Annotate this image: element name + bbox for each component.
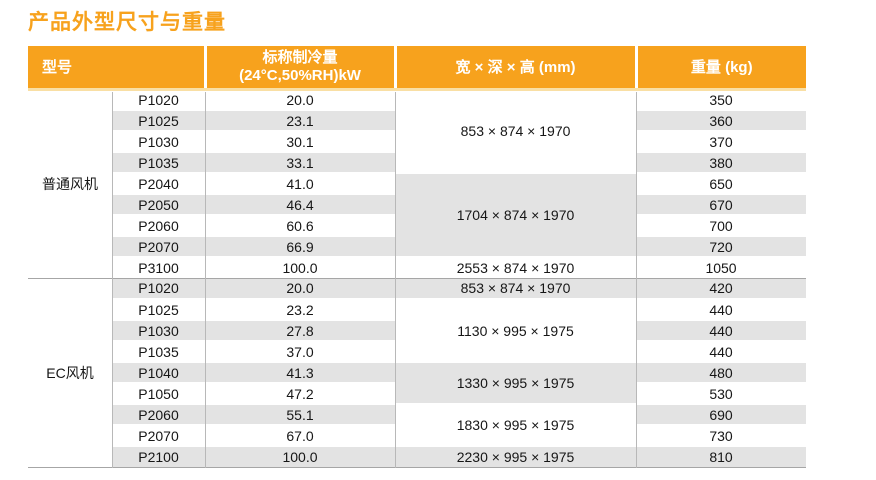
weight-cell: 730 — [636, 425, 807, 447]
weight-cell: 440 — [636, 320, 807, 342]
table-row: P2050 46.4 670 — [28, 194, 807, 216]
column-divider — [205, 92, 206, 468]
capacity-cell: 30.1 — [205, 131, 396, 153]
capacity-cell: 23.2 — [205, 299, 396, 321]
model-cell: P2050 — [112, 194, 206, 216]
model-cell: P2040 — [112, 173, 206, 195]
model-cell: P1030 — [112, 131, 206, 153]
capacity-cell: 41.3 — [205, 362, 396, 384]
column-header-weight: 重量 (kg) — [634, 46, 807, 91]
column-divider — [395, 92, 396, 468]
dims-cell: 1704 × 874 × 1970 — [395, 173, 637, 258]
capacity-cell: 23.1 — [205, 110, 396, 132]
column-header-dimensions: 宽 × 深 × 高 (mm) — [393, 46, 637, 91]
weight-cell: 380 — [636, 152, 807, 174]
model-cell: P1020 — [112, 278, 206, 300]
weight-cell: 720 — [636, 236, 807, 258]
table-row: P1030 30.1 370 — [28, 131, 807, 153]
dims-cell: 2230 × 995 × 1975 — [395, 446, 637, 468]
dims-cell: 853 × 874 × 1970 — [395, 278, 637, 300]
table-row: P1040 41.3 1330 × 995 × 1975 480 — [28, 362, 807, 405]
weight-cell: 530 — [636, 383, 807, 405]
capacity-cell: 67.0 — [205, 425, 396, 447]
table-row: P2040 41.0 1704 × 874 × 1970 650 — [28, 173, 807, 258]
weight-cell: 650 — [636, 173, 807, 195]
weight-cell: 810 — [636, 446, 807, 468]
model-cell: P1035 — [112, 152, 206, 174]
weight-cell: 370 — [636, 131, 807, 153]
capacity-cell: 66.9 — [205, 236, 396, 258]
dims-cell: 853 × 874 × 1970 — [395, 89, 637, 174]
model-cell: P1035 — [112, 341, 206, 363]
group-cell: EC风机 — [28, 278, 112, 468]
weight-cell: 690 — [636, 404, 807, 426]
table-row: P1035 33.1 380 — [28, 152, 807, 174]
weight-cell: 360 — [636, 110, 807, 132]
spec-table: 型号 标称制冷量 (24°C,50%RH)kW 宽 × 深 × 高 (mm) 重… — [28, 46, 807, 468]
column-divider — [112, 92, 113, 468]
model-cell: P1040 — [112, 362, 206, 384]
table-row: EC风机 P1020 20.0 853 × 874 × 1970 420 — [28, 278, 807, 468]
weight-cell: 440 — [636, 341, 807, 363]
capacity-header-line2: (24°C,50%RH)kW — [239, 66, 361, 84]
dims-cell: 1830 × 995 × 1975 — [395, 404, 637, 447]
table-row: P2070 66.9 720 — [28, 236, 807, 258]
table-row: P1025 23.2 1130 × 995 × 1975 440 — [28, 299, 807, 363]
table-row: P2070 67.0 730 — [28, 425, 807, 447]
capacity-cell: 47.2 — [205, 383, 396, 405]
model-cell: P1020 — [112, 89, 206, 111]
weight-cell: 480 — [636, 362, 807, 384]
table-row: P2100 100.0 2230 × 995 × 1975 810 — [28, 446, 807, 468]
weight-cell: 420 — [636, 278, 807, 300]
model-cell: P2100 — [112, 446, 206, 468]
model-cell: P1025 — [112, 110, 206, 132]
dims-cell: 2553 × 874 × 1970 — [395, 257, 637, 279]
table-row: P2060 60.6 700 — [28, 215, 807, 237]
capacity-cell: 27.8 — [205, 320, 396, 342]
table-row: P3100 100.0 2553 × 874 × 1970 1050 — [28, 257, 807, 279]
weight-cell: 1050 — [636, 257, 807, 279]
table-row: 普通风机 P1020 20.0 853 × 874 × 1970 350 — [28, 89, 807, 279]
model-cell: P2060 — [112, 404, 206, 426]
model-cell: P2060 — [112, 215, 206, 237]
page-title: 产品外型尺寸与重量 — [28, 11, 226, 34]
capacity-cell: 46.4 — [205, 194, 396, 216]
model-cell: P1030 — [112, 320, 206, 342]
model-cell: P2070 — [112, 425, 206, 447]
column-divider — [636, 92, 637, 468]
dims-cell: 1130 × 995 × 1975 — [395, 299, 637, 363]
weight-cell: 350 — [636, 89, 807, 111]
capacity-cell: 20.0 — [205, 278, 396, 300]
model-cell: P1050 — [112, 383, 206, 405]
capacity-cell: 60.6 — [205, 215, 396, 237]
table-row: P1050 47.2 530 — [28, 383, 807, 405]
weight-cell: 670 — [636, 194, 807, 216]
model-cell: P1025 — [112, 299, 206, 321]
column-header-model: 型号 — [28, 46, 206, 91]
header-row: 型号 标称制冷量 (24°C,50%RH)kW 宽 × 深 × 高 (mm) 重… — [28, 46, 807, 91]
capacity-cell: 100.0 — [205, 257, 396, 279]
table-row: P2060 55.1 1830 × 995 × 1975 690 — [28, 404, 807, 447]
table-row: P1035 37.0 440 — [28, 341, 807, 363]
capacity-header-line1: 标称制冷量 — [262, 48, 338, 66]
weight-cell: 700 — [636, 215, 807, 237]
table-row: P1030 27.8 440 — [28, 320, 807, 342]
model-cell: P3100 — [112, 257, 206, 279]
spec-table-wrapper: 型号 标称制冷量 (24°C,50%RH)kW 宽 × 深 × 高 (mm) 重… — [28, 46, 807, 468]
model-cell: P2070 — [112, 236, 206, 258]
capacity-cell: 100.0 — [205, 446, 396, 468]
capacity-cell: 41.0 — [205, 173, 396, 195]
table-row: P1025 23.1 360 — [28, 110, 807, 132]
dims-cell: 1330 × 995 × 1975 — [395, 362, 637, 405]
capacity-cell: 55.1 — [205, 404, 396, 426]
group-cell: 普通风机 — [28, 89, 112, 279]
weight-cell: 440 — [636, 299, 807, 321]
capacity-cell: 33.1 — [205, 152, 396, 174]
capacity-cell: 37.0 — [205, 341, 396, 363]
capacity-cell: 20.0 — [205, 89, 396, 111]
column-header-capacity: 标称制冷量 (24°C,50%RH)kW — [203, 46, 396, 91]
